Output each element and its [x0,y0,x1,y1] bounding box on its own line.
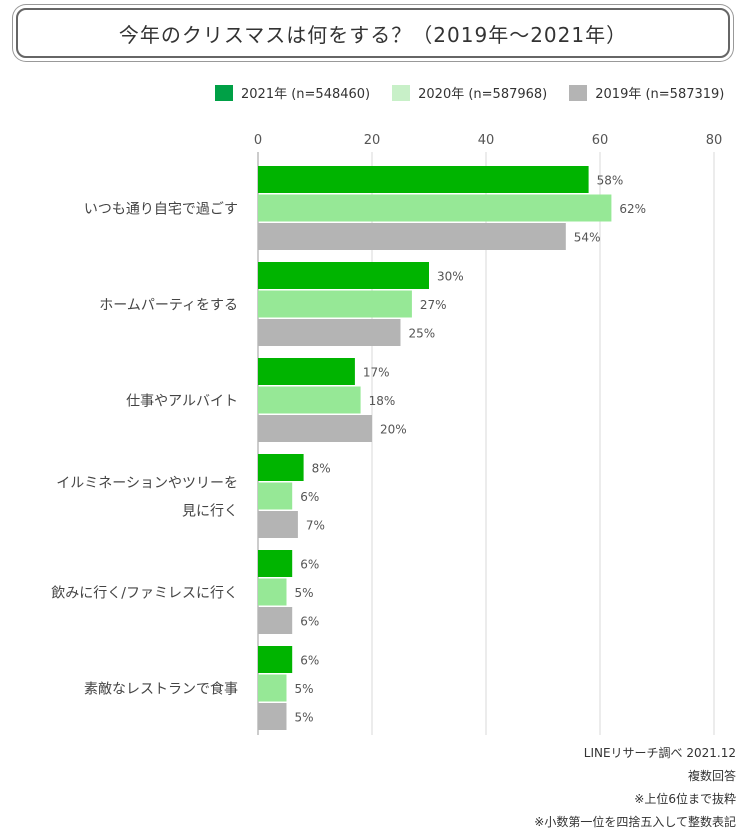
data-label: 5% [295,682,314,696]
legend-label-2021: 2021年 (n=548460) [241,87,371,102]
legend-item-2021: 2021年 (n=548460) [215,83,370,102]
category-label: いつも通り自宅で過ごす [84,201,238,217]
legend-item-2019: 2019年 (n=587319) [569,83,724,102]
bar-2020 [258,386,361,414]
data-label: 30% [437,270,464,284]
category-label: 素敵なレストランで食事 [84,680,238,697]
note-top6: ※上位6位まで抜粋 [634,792,736,806]
data-label: 6% [300,490,319,504]
data-label: 5% [295,711,314,725]
data-label: 6% [300,654,319,668]
data-label: 18% [369,394,396,408]
category-label: 見に行く [182,503,238,519]
bar-2020 [258,674,287,702]
data-label: 25% [409,327,436,341]
legend: 2021年 (n=548460) 2020年 (n=587968) 2019年 … [215,83,746,102]
note-rounding: ※小数第一位を四捨五入して整数表記 [534,815,736,829]
data-label: 54% [574,231,601,245]
data-label: 17% [363,366,390,380]
category-label: イルミネーションやツリーを [56,475,238,491]
legend-label-2020: 2020年 (n=587968) [418,87,548,102]
bar-2021 [258,166,589,193]
bar-2019 [258,415,372,442]
bar-2021 [258,262,429,289]
legend-item-2020: 2020年 (n=587968) [392,83,547,102]
legend-swatch-2019 [569,84,588,101]
bar-2020 [258,578,287,606]
bar-2019 [258,223,566,250]
x-tick-label: 40 [478,133,495,148]
data-label: 20% [380,423,407,437]
legend-swatch-2020 [392,84,411,101]
category-label: 飲みに行く/ファミレスに行く [51,585,238,601]
data-label: 62% [619,202,646,216]
data-label: 27% [420,298,447,312]
note-source: LINEリサーチ調べ 2021.12 [583,746,736,760]
bar-2020 [258,194,612,222]
legend-swatch-2021 [215,84,233,101]
bar-2019 [258,703,287,730]
category-label: ホームパーティをする [99,297,238,313]
x-tick-label: 0 [254,133,262,148]
data-label: 6% [300,558,319,572]
data-label: 7% [306,519,325,533]
legend-label-2019: 2019年 (n=587319) [595,87,725,102]
data-label: 58% [597,174,624,188]
data-label: 6% [300,615,319,629]
data-label: 5% [295,586,314,600]
note-multiple-answers: 複数回答 [687,769,736,783]
bar-2019 [258,319,401,346]
chart-title-box: 今年のクリスマスは何をする？（2019年〜2021年） [16,8,730,58]
x-tick-label: 80 [706,133,723,148]
bar-2020 [258,290,412,318]
x-tick-label: 60 [592,133,609,148]
bar-2021 [258,646,293,673]
x-tick-label: 20 [364,133,381,148]
bar-2019 [258,511,298,538]
bar-2019 [258,607,293,634]
bar-2020 [258,482,293,510]
bar-2021 [258,550,293,577]
data-label: 8% [312,462,331,476]
bar-2021 [258,358,355,385]
notes: LINEリサーチ調べ 2021.12 複数回答 ※上位6位まで抜粋 ※小数第一位… [534,742,736,834]
bar-2021 [258,454,304,481]
category-label: 仕事やアルバイト [126,393,238,409]
chart-title: 今年のクリスマスは何をする？（2019年〜2021年） [118,22,628,47]
